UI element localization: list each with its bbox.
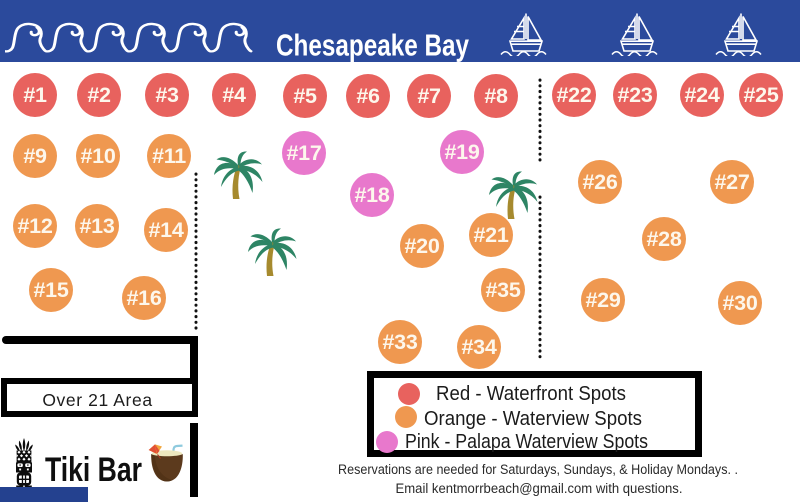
svg-text:Orange - Waterview Spots: Orange - Waterview Spots xyxy=(424,408,642,430)
svg-text:Tiki Bar: Tiki Bar xyxy=(45,451,142,489)
svg-text:Pink - Palapa Waterview Spots: Pink - Palapa Waterview Spots xyxy=(405,431,648,453)
svg-text:Chesapeake Bay: Chesapeake Bay xyxy=(276,28,470,62)
svg-text:Red - Waterfront Spots: Red - Waterfront Spots xyxy=(436,383,626,405)
